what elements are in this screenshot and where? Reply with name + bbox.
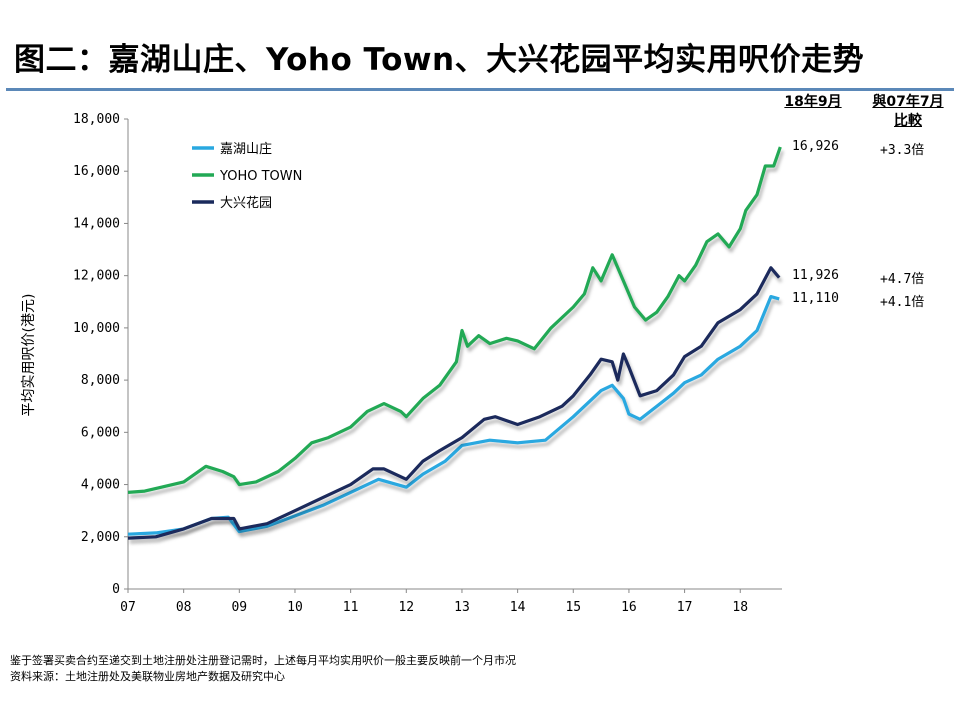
series-line-2: [127, 266, 781, 540]
series-lines: [127, 146, 782, 540]
y-tick-label: 12,000: [73, 269, 120, 284]
x-tick-label: 17: [677, 600, 693, 615]
x-tick-label: 11: [343, 600, 359, 615]
x-tick-label: 12: [398, 600, 414, 615]
y-tick-label: 8,000: [81, 373, 120, 388]
y-tick-label: 4,000: [81, 478, 120, 493]
header-compare-line1: 與07年7月: [872, 94, 944, 110]
footer-source: 资料来源：土地注册处及美联物业房地产数据及研究中心: [10, 670, 285, 683]
page-title: 图二：嘉湖山庄、Yoho Town、大兴花园平均实用呎价走势: [14, 42, 865, 78]
series-line-0: [127, 295, 780, 536]
y-tick-label: 10,000: [73, 321, 120, 336]
y-tick-label: 14,000: [73, 216, 120, 231]
y-tick-label: 0: [112, 582, 120, 597]
y-tick-label: 6,000: [81, 425, 120, 440]
x-tick-label: 09: [231, 600, 247, 615]
x-tick-label: 08: [176, 600, 192, 615]
x-tick-label: 07: [120, 600, 136, 615]
multiple-tai-hing-garden: +4.7倍: [880, 272, 925, 287]
x-tick-label: 14: [510, 600, 526, 615]
multiple-yoho-town: +3.3倍: [880, 143, 925, 158]
x-tick-label: 13: [454, 600, 470, 615]
end-value-tai-hing-garden: 11,926: [792, 268, 839, 283]
axes: 0 2,000 4,000 6,000 8,000 10,000 12,000 14,000 1…: [73, 112, 782, 615]
series-line-1: [127, 146, 782, 494]
legend-label-0: 嘉湖山庄: [220, 141, 272, 157]
x-tick-label: 18: [732, 600, 748, 615]
legend: 嘉湖山庄 YOHO TOWN 大兴花园: [192, 141, 302, 211]
y-tick-label: 2,000: [81, 530, 120, 545]
y-tick-label: 18,000: [73, 112, 120, 127]
legend-label-2: 大兴花园: [220, 195, 272, 211]
header-compare-line2: 比較: [894, 113, 922, 129]
legend-label-1: YOHO TOWN: [219, 169, 302, 184]
multiple-kingswood-villas: +4.1倍: [880, 295, 925, 310]
title-divider: [6, 88, 954, 91]
y-tick-label: 16,000: [73, 164, 120, 179]
x-tick-label: 16: [621, 600, 637, 615]
x-tick-label: 15: [565, 600, 581, 615]
footer-note: 鉴于签署买卖合约至递交到土地注册处注册登记需时，上述每月平均实用呎价一般主要反映…: [10, 654, 516, 667]
header-period: 18年9月: [784, 94, 842, 110]
end-value-kingswood-villas: 11,110: [792, 291, 839, 306]
end-value-yoho-town: 16,926: [792, 139, 839, 154]
x-tick-label: 10: [287, 600, 303, 615]
